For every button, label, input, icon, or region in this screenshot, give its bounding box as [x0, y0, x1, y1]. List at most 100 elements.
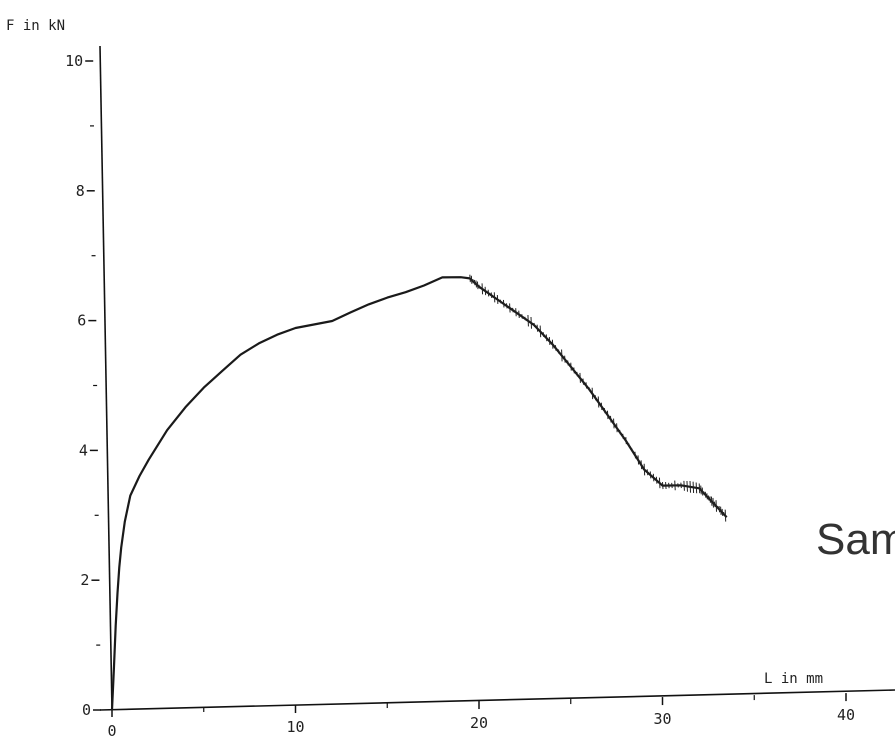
noise-mark — [707, 495, 710, 501]
x-tick-label: 0 — [107, 722, 116, 740]
y-tick-label: 8 — [76, 182, 85, 200]
noise-mark — [655, 476, 658, 484]
noise-mark — [701, 487, 704, 496]
noise-mark — [616, 423, 618, 433]
noise-mark — [610, 415, 612, 423]
noise-mark — [585, 382, 588, 389]
noise-mark — [628, 443, 630, 448]
noise-mark — [715, 500, 718, 512]
noise-mark — [509, 303, 511, 313]
noise-mark — [548, 336, 551, 345]
y-tick-label: 0 — [82, 701, 91, 719]
noise-mark — [496, 294, 499, 304]
noise-mark — [594, 395, 597, 401]
noise-mark — [487, 289, 490, 297]
noise-mark — [634, 451, 636, 459]
noise-mark — [533, 322, 536, 328]
noise-mark — [567, 360, 569, 366]
noise-mark — [570, 362, 572, 371]
noise-mark — [692, 481, 695, 494]
noise-mark — [686, 480, 688, 492]
noise-mark — [561, 349, 563, 362]
x-ticks: 0 10 20 30 40 — [107, 693, 855, 740]
noise-mark — [643, 463, 646, 476]
noise-mark — [700, 485, 702, 495]
noise-mark — [720, 506, 722, 515]
noise-mark — [588, 387, 591, 392]
noise-mark — [649, 471, 652, 479]
y-axis-label: F in kN — [6, 18, 65, 34]
noise-mark — [470, 275, 473, 284]
noise-mark — [640, 460, 643, 470]
noise-mark — [502, 299, 505, 308]
axes — [99, 45, 895, 711]
series-noise — [469, 274, 727, 522]
noise-mark — [490, 292, 493, 299]
noise-mark — [545, 334, 548, 342]
noise-mark — [564, 355, 566, 363]
noise-mark — [493, 292, 496, 303]
noise-mark — [652, 473, 655, 482]
y-ticks: 0 2 4 6 8 10 — [65, 52, 101, 719]
noise-mark — [674, 480, 676, 491]
noise-mark — [662, 482, 664, 490]
x-tick-label: 20 — [470, 714, 488, 732]
noise-mark — [698, 483, 701, 494]
noise-mark — [524, 316, 526, 321]
y-tick-label: 4 — [79, 441, 88, 459]
noise-mark — [723, 512, 725, 516]
noise-mark — [473, 279, 476, 286]
noise-mark — [536, 324, 539, 332]
noise-mark — [717, 505, 719, 510]
noise-mark — [619, 429, 621, 435]
noise-mark — [597, 396, 600, 408]
noise-mark — [637, 455, 640, 465]
series-line — [110, 276, 728, 711]
noise-mark — [646, 469, 649, 476]
noise-mark — [512, 307, 514, 313]
noise-mark — [542, 332, 545, 337]
noise-mark — [476, 281, 479, 290]
noise-mark — [506, 303, 508, 309]
noise-mark — [521, 314, 523, 319]
noise-mark — [613, 418, 615, 429]
noise-mark — [706, 493, 708, 500]
noise-mark — [603, 407, 606, 414]
noise-mark — [591, 387, 594, 400]
noise-mark — [551, 339, 554, 349]
x-tick-label: 40 — [837, 706, 855, 724]
noise-mark — [710, 496, 713, 506]
noise-mark — [677, 483, 679, 488]
noise-mark — [658, 477, 661, 489]
noise-mark — [709, 496, 711, 503]
noise-mark — [573, 367, 575, 374]
noise-mark — [724, 509, 727, 522]
noise-mark — [527, 314, 529, 327]
x-axis-label: L in mm — [764, 671, 823, 687]
noise-mark — [606, 410, 609, 420]
noise-mark — [472, 279, 474, 284]
x-tick-label: 10 — [286, 718, 304, 736]
y-tick-label: 10 — [65, 52, 83, 70]
y-tick-label: 2 — [80, 571, 89, 589]
noise-mark — [478, 284, 480, 289]
noise-mark — [671, 482, 673, 489]
noise-mark — [554, 345, 557, 351]
noise-mark — [600, 402, 603, 410]
noise-mark — [484, 286, 487, 296]
noise-mark — [515, 308, 517, 317]
annotation-text: Sam — [816, 515, 895, 564]
noise-mark — [665, 482, 667, 490]
noise-mark — [712, 497, 714, 508]
noise-mark — [499, 299, 502, 304]
noise-mark — [558, 349, 560, 355]
noise-mark — [668, 482, 670, 489]
noise-mark — [530, 316, 532, 329]
noise-mark — [622, 433, 624, 439]
noise-mark — [704, 491, 707, 498]
noise-mark — [683, 480, 685, 491]
noise-mark — [579, 372, 581, 383]
y-axis — [99, 45, 113, 711]
noise-mark — [475, 280, 477, 288]
